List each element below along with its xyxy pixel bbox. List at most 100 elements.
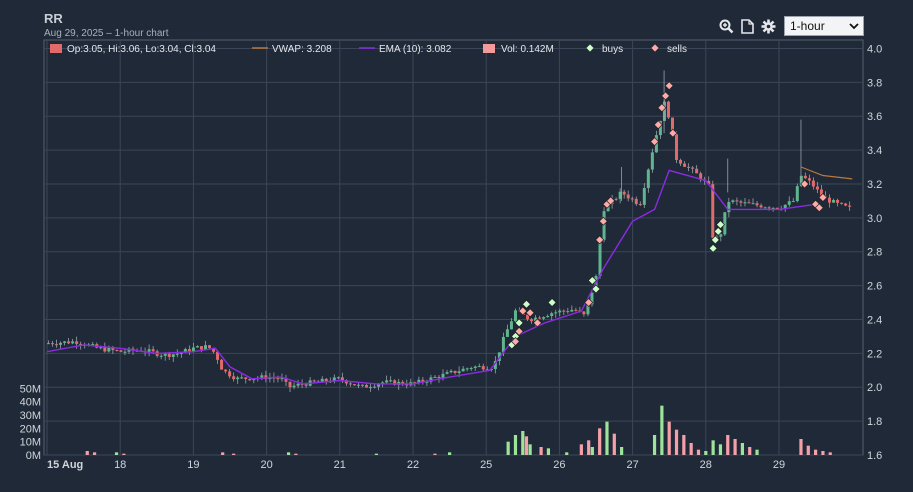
volume-bar	[605, 421, 609, 455]
candle-body	[208, 345, 212, 348]
candle-body	[727, 202, 731, 213]
candle-body	[461, 368, 465, 372]
candle-body	[602, 211, 606, 240]
candle-body	[840, 202, 844, 204]
candle-body	[542, 317, 546, 319]
volume-bar	[704, 451, 708, 455]
candle-body	[248, 379, 252, 381]
candle-body	[75, 341, 79, 344]
candle-body	[67, 341, 71, 344]
volume-bar	[579, 444, 583, 455]
candle-body	[433, 376, 437, 378]
document-icon[interactable]	[739, 18, 755, 34]
candle-body	[465, 368, 469, 370]
volume-tick-label: 0M	[26, 450, 41, 462]
candle-body	[260, 375, 264, 378]
candle-body	[751, 203, 755, 205]
candle-body	[187, 349, 191, 352]
time-tick-label: 29	[773, 459, 785, 471]
volume-bar	[755, 449, 759, 455]
time-tick-label: 28	[700, 459, 712, 471]
candle-body	[429, 377, 433, 382]
volume-tick-label: 50M	[20, 383, 41, 395]
buy-marker	[708, 243, 718, 253]
candle-body	[477, 366, 481, 368]
time-tick-label: 27	[626, 459, 638, 471]
ema-line	[46, 169, 816, 385]
candle-body	[739, 201, 743, 203]
candle-body	[288, 381, 292, 388]
candle-body	[240, 377, 244, 379]
candle-body	[795, 186, 799, 202]
candle-body	[675, 134, 679, 160]
volume-bar	[696, 449, 701, 455]
candle-body	[312, 380, 316, 382]
candle-body	[791, 201, 795, 203]
zoom-icon[interactable]	[718, 18, 734, 34]
candle-body	[212, 347, 216, 352]
buy-marker	[587, 276, 597, 286]
candle-body	[719, 234, 723, 237]
candle-body	[803, 175, 807, 179]
candle-body	[417, 379, 421, 383]
volume-bar	[513, 435, 518, 455]
candle-body	[159, 355, 163, 357]
gear-icon[interactable]	[760, 18, 776, 34]
volume-bar	[620, 447, 624, 455]
candle-body	[453, 370, 457, 373]
candle-body	[167, 353, 171, 357]
volume-bar	[122, 453, 126, 455]
volume-bar	[748, 447, 752, 455]
candle-body	[743, 202, 747, 204]
time-tick-label: 20	[260, 459, 272, 471]
volume-bar	[821, 451, 825, 455]
sell-marker	[595, 235, 605, 245]
interval-select[interactable]: 1-hour	[784, 16, 864, 36]
buy-marker	[713, 226, 723, 236]
candle-body	[264, 375, 268, 380]
candle-body	[787, 201, 791, 205]
price-tick-label: 3.4	[867, 145, 882, 157]
time-tick-label: 15 Aug	[47, 459, 83, 471]
volume-bar	[528, 444, 532, 455]
legend-vol: Vol: 0.142M	[501, 44, 554, 55]
volume-bar	[667, 421, 671, 455]
sell-marker	[532, 318, 542, 328]
indicator-lines	[46, 166, 853, 385]
sell-marker	[518, 306, 528, 316]
time-tick-label: 22	[407, 459, 419, 471]
candle-body	[348, 383, 352, 385]
volume-bar	[674, 429, 679, 455]
candle-body	[389, 380, 393, 382]
plot-frame	[43, 39, 864, 456]
candle-body	[513, 310, 517, 322]
candle-body	[401, 381, 405, 385]
candle-body	[360, 384, 364, 386]
candle-body	[123, 351, 127, 353]
candle-body	[324, 378, 328, 382]
candle-body	[183, 349, 187, 353]
volume-bar	[546, 448, 551, 455]
volume-bar	[587, 440, 591, 455]
candle-body	[505, 329, 509, 337]
candle-body	[614, 198, 618, 200]
volume-bar	[85, 451, 89, 455]
volume-bar	[828, 452, 832, 455]
candle-body	[232, 376, 236, 380]
candle-body	[848, 205, 852, 207]
candle-body	[356, 384, 360, 386]
candle-body	[783, 204, 787, 209]
volume-bar	[590, 447, 594, 455]
volume-bar	[506, 441, 510, 455]
candle-body	[836, 199, 840, 203]
sell-marker	[661, 91, 671, 101]
candle-body	[55, 344, 59, 346]
volume-bar	[660, 405, 664, 455]
candle-body	[369, 387, 373, 389]
candle-body	[46, 343, 50, 345]
candle-body	[586, 304, 590, 315]
candle-body	[365, 385, 369, 388]
volume-bar	[711, 440, 715, 455]
candle-body	[711, 184, 715, 238]
